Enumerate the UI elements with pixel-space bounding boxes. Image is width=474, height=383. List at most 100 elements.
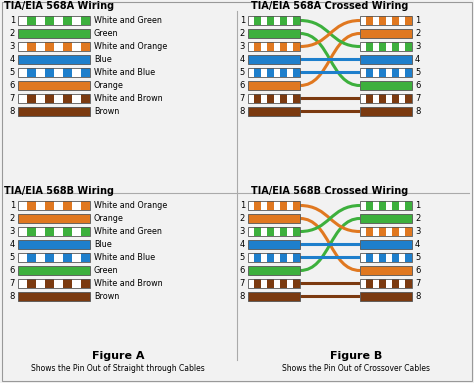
Bar (248, 279, 255, 288)
Bar (36, 253, 45, 262)
Bar (261, 42, 267, 51)
Bar (27, 94, 36, 103)
Bar (63, 42, 72, 51)
Bar (255, 227, 261, 236)
Bar (392, 16, 399, 25)
Bar (81, 201, 90, 210)
Bar (373, 253, 380, 262)
Bar (81, 94, 90, 103)
Bar (261, 253, 267, 262)
Text: 6: 6 (415, 266, 420, 275)
Text: White and Blue: White and Blue (94, 68, 155, 77)
Bar (360, 68, 366, 77)
Bar (360, 279, 412, 288)
Bar (366, 279, 373, 288)
Bar (248, 292, 300, 301)
Bar (360, 279, 366, 288)
Text: 6: 6 (240, 266, 245, 275)
Bar (72, 227, 81, 236)
Bar (36, 42, 45, 51)
Bar (45, 68, 54, 77)
Bar (63, 279, 72, 288)
Bar (293, 279, 300, 288)
Text: 4: 4 (240, 55, 245, 64)
Bar (274, 201, 281, 210)
Bar (81, 16, 90, 25)
Text: 2: 2 (240, 214, 245, 223)
Text: 7: 7 (240, 94, 245, 103)
Bar (380, 279, 386, 288)
Bar (54, 16, 63, 25)
Bar (81, 279, 90, 288)
Bar (405, 201, 412, 210)
Bar (360, 42, 412, 51)
Bar (405, 68, 412, 77)
Bar (386, 94, 392, 103)
Text: 7: 7 (9, 94, 15, 103)
Bar (18, 55, 90, 64)
Bar (45, 227, 54, 236)
Bar (360, 227, 412, 236)
Text: 7: 7 (9, 279, 15, 288)
Bar (248, 227, 255, 236)
Text: 7: 7 (240, 279, 245, 288)
Bar (399, 201, 405, 210)
Bar (267, 201, 274, 210)
Bar (360, 227, 366, 236)
Text: 1: 1 (240, 201, 245, 210)
Bar (405, 279, 412, 288)
Bar (405, 94, 412, 103)
Bar (293, 227, 300, 236)
Bar (373, 68, 380, 77)
Bar (373, 201, 380, 210)
Text: 6: 6 (240, 81, 245, 90)
Bar (360, 253, 412, 262)
Text: 8: 8 (9, 107, 15, 116)
Bar (267, 227, 274, 236)
Bar (248, 266, 300, 275)
Text: Blue: Blue (94, 240, 112, 249)
Bar (72, 201, 81, 210)
Bar (248, 42, 300, 51)
Bar (267, 253, 274, 262)
Bar (255, 253, 261, 262)
Bar (18, 292, 90, 301)
Bar (380, 253, 386, 262)
Bar (72, 253, 81, 262)
Text: 7: 7 (415, 94, 420, 103)
Bar (261, 279, 267, 288)
Bar (287, 253, 293, 262)
Bar (45, 94, 54, 103)
Bar (281, 42, 287, 51)
Text: 8: 8 (9, 292, 15, 301)
Bar (72, 94, 81, 103)
Bar (373, 94, 380, 103)
Bar (360, 68, 412, 77)
Bar (27, 201, 36, 210)
Bar (293, 253, 300, 262)
Bar (248, 68, 300, 77)
Text: 8: 8 (240, 292, 245, 301)
Bar (360, 94, 412, 103)
Bar (27, 253, 36, 262)
Text: White and Blue: White and Blue (94, 253, 155, 262)
Bar (18, 201, 90, 210)
Text: 4: 4 (10, 240, 15, 249)
Bar (267, 68, 274, 77)
Bar (248, 94, 255, 103)
Bar (54, 42, 63, 51)
Bar (386, 42, 392, 51)
Bar (281, 16, 287, 25)
Text: 8: 8 (415, 292, 420, 301)
Bar (261, 94, 267, 103)
Text: 2: 2 (10, 29, 15, 38)
Bar (255, 42, 261, 51)
Bar (293, 16, 300, 25)
Bar (36, 279, 45, 288)
Bar (36, 68, 45, 77)
Bar (72, 16, 81, 25)
Bar (36, 201, 45, 210)
Bar (274, 253, 281, 262)
Text: Shows the Pin Out of Crossover Cables: Shows the Pin Out of Crossover Cables (282, 364, 430, 373)
Bar (360, 16, 412, 25)
